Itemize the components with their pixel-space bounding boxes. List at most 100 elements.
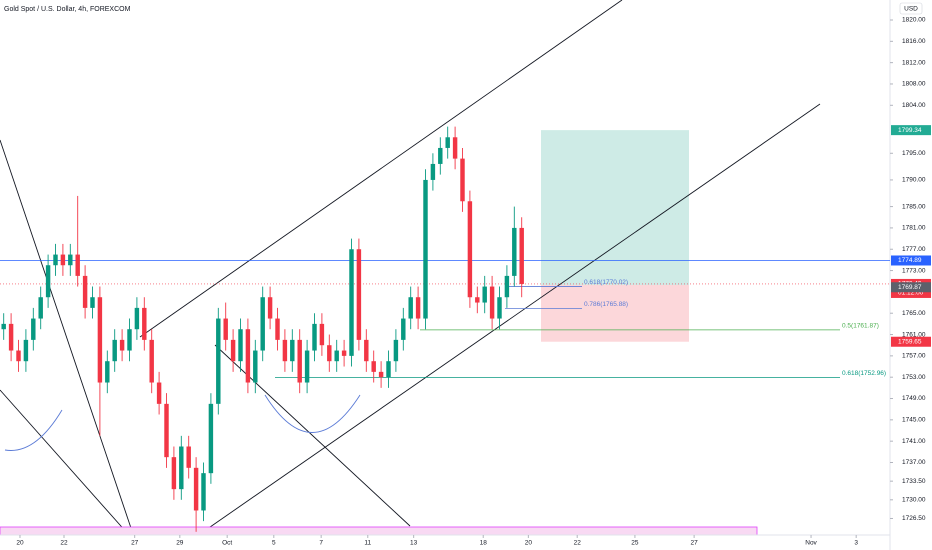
candle-body xyxy=(319,323,325,346)
candle-body xyxy=(371,361,376,372)
x-tick-label: Oct xyxy=(222,540,232,547)
y-tick-label: 1765.00 xyxy=(902,310,926,317)
candle-body xyxy=(142,307,147,340)
position-stop xyxy=(541,284,689,342)
candle-body xyxy=(327,345,332,362)
candle-body xyxy=(452,137,458,159)
candle-body xyxy=(238,329,243,362)
candle-body xyxy=(423,179,428,319)
candle-body xyxy=(45,265,51,298)
candle-body xyxy=(171,457,177,490)
candle-body xyxy=(112,339,117,362)
y-tick-label: 1753.00 xyxy=(902,374,926,381)
candle-body xyxy=(127,329,132,351)
candle-body xyxy=(245,329,251,383)
position-target xyxy=(541,130,689,285)
candle-body xyxy=(341,350,347,356)
candle-body xyxy=(119,339,125,351)
candle-body xyxy=(438,147,443,164)
candle-body xyxy=(186,446,191,468)
candle-body xyxy=(334,350,339,362)
y-tick-label: 1790.00 xyxy=(902,177,926,184)
candle-body xyxy=(482,286,487,303)
candle-body xyxy=(23,339,29,362)
candle-body xyxy=(349,249,354,356)
price-badge-label: 1759.65 xyxy=(898,338,922,345)
candle-body xyxy=(430,163,436,180)
candle-body xyxy=(53,254,58,266)
candle-body xyxy=(134,307,140,330)
candle-body xyxy=(223,318,228,340)
price-badge-label: 1774.89 xyxy=(898,257,922,264)
candle-body xyxy=(512,227,517,276)
price-badge xyxy=(891,282,931,293)
candle-body xyxy=(467,201,473,298)
y-tick-label: 1741.00 xyxy=(902,438,926,445)
candle-body xyxy=(445,137,450,148)
x-tick-label: 18 xyxy=(480,540,488,547)
y-tick-label: 1804.00 xyxy=(902,102,926,109)
y-tick-label: 1773.00 xyxy=(902,267,926,274)
candle-body xyxy=(378,371,384,378)
y-tick-label: 1808.00 xyxy=(902,81,926,88)
candle-body xyxy=(275,318,280,340)
candle-body xyxy=(489,286,495,319)
price-badge-label: 1769.87 xyxy=(898,284,922,291)
candle-body xyxy=(60,254,66,266)
candle-body xyxy=(304,350,310,383)
candle-body xyxy=(75,254,80,276)
candle-body xyxy=(208,403,214,474)
candle-body xyxy=(393,339,399,362)
candle-body xyxy=(297,339,302,383)
price-countdown: 01:12:00 xyxy=(898,290,924,297)
candle-body xyxy=(401,318,406,340)
events-strip xyxy=(0,526,758,536)
x-tick-label: 20 xyxy=(16,540,24,547)
fib-label: 0.5(1761.87) xyxy=(842,323,879,330)
trend-line xyxy=(0,389,129,535)
candle-body xyxy=(356,249,362,340)
candle-body xyxy=(31,318,36,340)
price-badge-label: 1799.34 xyxy=(898,127,922,134)
x-tick-label: 5 xyxy=(272,540,276,547)
candle-body xyxy=(97,297,103,383)
candle-body xyxy=(460,158,465,202)
x-tick-label: 3 xyxy=(854,540,858,547)
y-tick-label: 1745.00 xyxy=(902,417,926,424)
candle-body xyxy=(253,350,258,383)
fib-label: 0.618(1752.96) xyxy=(842,370,886,377)
candle-body xyxy=(260,297,265,351)
fib-label: 0.618(1770.02) xyxy=(584,279,628,286)
y-tick-label: 1761.00 xyxy=(902,331,926,338)
x-tick-label: 25 xyxy=(631,540,639,547)
candle-body xyxy=(8,323,14,351)
candle-body xyxy=(290,339,295,362)
x-tick-label: 13 xyxy=(410,540,418,547)
y-tick-label: 1733.50 xyxy=(902,478,926,485)
x-tick-label: 7 xyxy=(319,540,323,547)
price-badge xyxy=(891,125,931,136)
x-tick-label: 20 xyxy=(525,540,533,547)
y-tick-label: 1816.00 xyxy=(902,38,926,45)
x-tick-label: Nov xyxy=(805,540,817,547)
x-tick-label: 22 xyxy=(60,540,68,547)
candle-body xyxy=(282,339,288,362)
candle-body xyxy=(156,382,162,404)
candle-body xyxy=(230,339,236,362)
arc xyxy=(4,409,63,451)
candle-body xyxy=(408,297,413,319)
candle-body xyxy=(1,323,6,330)
x-tick-label: 11 xyxy=(364,540,371,547)
candle-body xyxy=(149,339,154,383)
candle-body xyxy=(164,403,169,458)
y-tick-label: 1820.00 xyxy=(902,17,926,24)
x-tick-label: 27 xyxy=(131,540,139,547)
y-tick-label: 1757.00 xyxy=(902,353,926,360)
y-tick-label: 1726.50 xyxy=(902,515,926,522)
x-tick-label: 27 xyxy=(691,540,699,547)
candle-body xyxy=(475,297,480,303)
candle-body xyxy=(193,467,199,511)
currency-box[interactable] xyxy=(899,2,923,15)
